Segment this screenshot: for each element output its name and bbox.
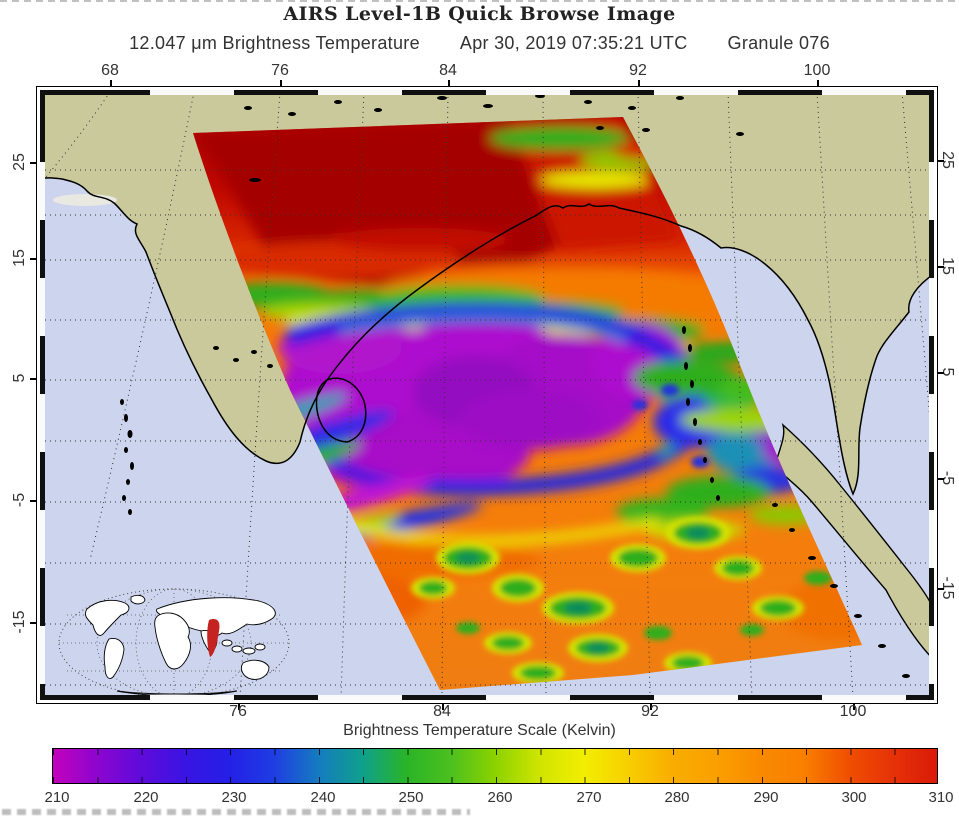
colorbar-title: Brightness Temperature Scale (Kelvin)	[343, 722, 616, 739]
colorbar-ticks-bottom	[53, 777, 937, 783]
tick	[30, 378, 36, 380]
lat-label-right-25: 25	[939, 151, 956, 169]
cb-label-240: 240	[310, 789, 336, 806]
lat-label-left-m15: -15	[11, 610, 28, 634]
lat-label-left-5: 5	[11, 373, 28, 383]
cb-label-250: 250	[398, 789, 424, 806]
tick	[448, 80, 450, 86]
tick	[638, 80, 640, 86]
cb-label-260: 260	[487, 789, 513, 806]
lon-label-bottom-84: 84	[433, 703, 451, 720]
coastlines	[40, 177, 934, 496]
cropped-edge-artifact-top	[0, 0, 959, 2]
tick	[817, 80, 819, 86]
cb-label-230: 230	[221, 789, 247, 806]
graticule	[40, 91, 934, 699]
cb-label-300: 300	[841, 789, 867, 806]
cb-label-310: 310	[928, 789, 954, 806]
figure-title: AIRS Level-1B Quick Browse Image	[283, 3, 676, 25]
lon-label-top-68: 68	[101, 62, 119, 79]
lon-label-bottom-76: 76	[229, 703, 247, 720]
lon-label-top-76: 76	[271, 62, 289, 79]
lon-label-top-84: 84	[439, 62, 457, 79]
figure-subtitle: 12.047 μm Brightness Temperature Apr 30,…	[0, 33, 959, 54]
lat-label-right-15: 15	[939, 257, 956, 275]
cb-label-220: 220	[133, 789, 159, 806]
subtitle-wavelength: 12.047 μm Brightness Temperature	[129, 33, 420, 53]
cb-label-290: 290	[753, 789, 779, 806]
lat-label-left-25: 25	[11, 153, 28, 171]
lon-label-top-92: 92	[629, 62, 647, 79]
subtitle-granule: Granule 076	[727, 33, 830, 53]
cb-label-210: 210	[44, 789, 70, 806]
lon-label-bottom-100: 100	[839, 703, 867, 720]
map-area	[30, 80, 944, 710]
cropped-caption-artifact	[2, 809, 470, 815]
lon-label-top-100: 100	[803, 62, 831, 79]
tick	[30, 500, 36, 502]
inset-swath-highlight	[207, 619, 220, 657]
cb-label-280: 280	[664, 789, 690, 806]
subtitle-datetime: Apr 30, 2019 07:35:21 UTC	[459, 33, 688, 53]
tick	[30, 162, 36, 164]
tick	[110, 80, 112, 86]
map-graphics	[40, 90, 934, 699]
world-locator-inset	[58, 588, 290, 698]
tick	[30, 622, 36, 624]
lat-label-right-m15: -15	[939, 576, 956, 600]
lat-label-left-15: 15	[11, 249, 28, 267]
colorbar-ticks-top	[53, 749, 937, 755]
colorbar	[52, 748, 938, 784]
lat-label-left-m5: -5	[11, 492, 28, 508]
lon-label-bottom-92: 92	[641, 703, 659, 720]
tick	[30, 258, 36, 260]
lat-label-right-m5: -5	[939, 470, 956, 486]
cb-label-270: 270	[576, 789, 602, 806]
lat-label-right-5: 5	[939, 367, 956, 377]
island-specks	[120, 94, 910, 678]
tick	[280, 80, 282, 86]
